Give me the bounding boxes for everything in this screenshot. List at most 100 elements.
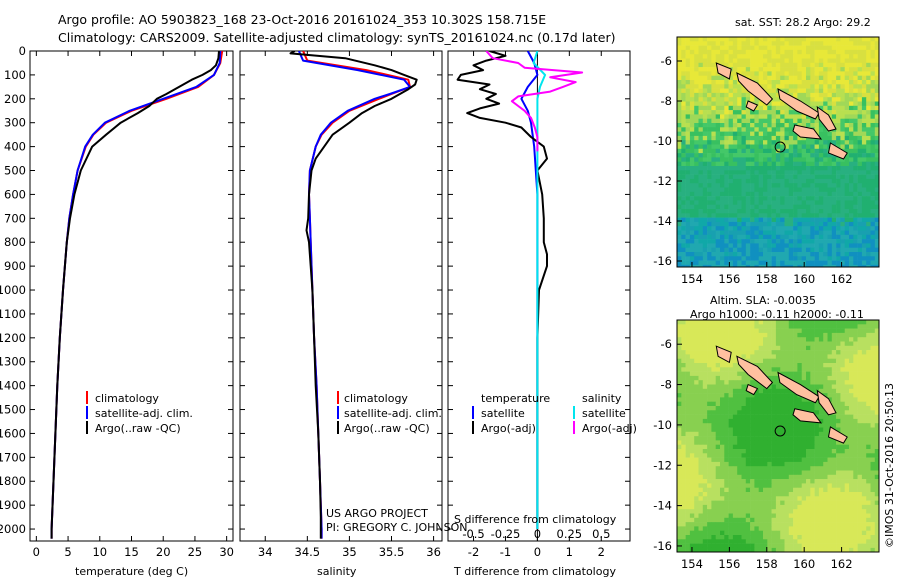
- map-cell: [861, 209, 867, 214]
- map-cell: [857, 252, 863, 257]
- map-cell: [711, 217, 716, 223]
- map-cell: [685, 84, 691, 89]
- map-cell: [827, 496, 833, 501]
- map-cell: [677, 358, 682, 364]
- map-cell: [780, 221, 785, 227]
- map-cell: [836, 118, 841, 124]
- map-cell: [840, 230, 845, 236]
- map-cell: [685, 341, 691, 347]
- map-cell: [720, 157, 725, 162]
- map-cell: [702, 221, 708, 227]
- map-cell: [853, 200, 858, 205]
- map-cell: [857, 213, 863, 218]
- map-cell: [763, 153, 768, 158]
- map-cell: [823, 504, 828, 510]
- map-cell: [844, 453, 850, 458]
- map-cell: [861, 178, 867, 184]
- map-cell: [870, 135, 876, 141]
- map-cell: [844, 37, 850, 42]
- map-cell: [836, 345, 841, 351]
- map-cell: [827, 414, 833, 420]
- map-cell: [793, 375, 798, 381]
- map-cell: [720, 440, 725, 445]
- map-cell: [724, 161, 729, 167]
- map-cell: [818, 62, 824, 68]
- map-cell: [711, 479, 716, 484]
- map-cell: [797, 509, 802, 514]
- map-cell: [698, 127, 704, 132]
- map-cell: [823, 71, 828, 76]
- map-cell: [861, 324, 867, 329]
- map-cell: [702, 418, 708, 424]
- map-cell: [763, 332, 768, 338]
- map-cell: [788, 217, 794, 223]
- map-cell: [745, 474, 751, 480]
- map-cell: [844, 423, 850, 428]
- map-cell: [874, 436, 879, 441]
- map-cell: [767, 418, 772, 424]
- map-cell: [784, 49, 790, 55]
- map-cell: [818, 67, 824, 72]
- map-cell: [771, 324, 777, 329]
- map-cell: [732, 101, 738, 107]
- map-cell: [694, 449, 699, 454]
- map-cell: [788, 80, 794, 85]
- map-cell: [754, 449, 759, 454]
- map-cell: [689, 487, 695, 493]
- map-cell: [720, 363, 725, 368]
- map-cell: [818, 200, 824, 205]
- map-cell: [806, 62, 811, 68]
- map-cell: [737, 341, 742, 347]
- x-tick-label: 36: [426, 545, 441, 559]
- map-cell: [707, 209, 712, 214]
- map-cell: [818, 483, 824, 488]
- map-cell: [801, 487, 807, 493]
- map-cell: [763, 118, 768, 124]
- map-cell: [793, 479, 798, 484]
- map-cell: [788, 517, 794, 523]
- map-cell: [681, 337, 686, 342]
- map-cell: [771, 144, 777, 150]
- map-cell: [810, 345, 815, 351]
- map-cell: [741, 127, 747, 132]
- map-cell: [715, 483, 721, 488]
- map-cell: [780, 243, 785, 248]
- map-cell: [771, 358, 777, 364]
- map-cell: [741, 114, 747, 119]
- map-cell: [818, 45, 824, 51]
- map-cell: [715, 418, 721, 424]
- series-line-1: [50, 51, 224, 539]
- map-cell: [849, 367, 854, 372]
- map-cell: [707, 45, 712, 51]
- map-cell: [728, 517, 734, 523]
- map-cell: [853, 358, 858, 364]
- map-cell: [853, 161, 858, 167]
- map-cell: [831, 252, 837, 257]
- map-cell: [831, 341, 837, 347]
- map-cell: [767, 45, 772, 51]
- map-cell: [754, 213, 759, 218]
- x-tick-label: 1: [566, 545, 573, 559]
- map-cell: [763, 363, 768, 368]
- map-cell: [689, 196, 695, 201]
- map-cell: [827, 260, 833, 266]
- map-cell: [728, 243, 734, 248]
- map-cell: [806, 92, 811, 98]
- sla-map-subtitle: Argo h1000: -0.11 h2000: -0.11: [690, 308, 864, 321]
- map-cell: [685, 97, 691, 102]
- map-cell: [818, 71, 824, 76]
- map-cell: [694, 153, 699, 158]
- map-cell: [771, 67, 777, 72]
- map-cell: [810, 75, 815, 81]
- map-cell: [677, 350, 682, 355]
- map-cell: [806, 101, 811, 107]
- map-cell: [861, 384, 867, 390]
- x-tick-label: 34: [258, 545, 273, 559]
- map-cell: [677, 153, 682, 158]
- map-cell: [741, 496, 747, 501]
- map-cell: [874, 123, 879, 128]
- island: [816, 105, 837, 132]
- map-cell: [793, 320, 798, 325]
- map-cell: [728, 492, 734, 497]
- map-cell: [724, 140, 729, 145]
